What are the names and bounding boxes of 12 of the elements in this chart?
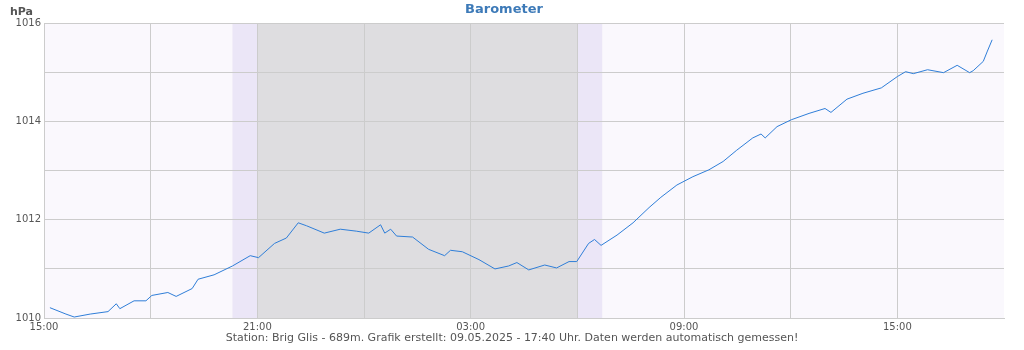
y-tick-label: 1016 xyxy=(15,17,41,29)
text: Station: Brig Glis - 689m. Grafik erstellt: 09.05.2025 - 17:40 Uhr. Daten werden automatisch gemessen! xyxy=(225,331,799,345)
x-tick-label: 15:00 xyxy=(882,320,912,332)
y-tick-label: 1014 xyxy=(15,115,41,127)
chart-title: Barometer xyxy=(465,1,544,17)
x-tick-label: 03:00 xyxy=(456,320,486,332)
x-tick-label: 15:00 xyxy=(29,320,59,332)
y-tick-label: 1012 xyxy=(15,213,41,225)
y-tick-label: 1010 xyxy=(15,311,41,323)
x-tick-label: 09:00 xyxy=(669,320,699,332)
x-tick-label: 21:00 xyxy=(242,320,272,332)
y-axis-title: hPa xyxy=(10,4,34,18)
